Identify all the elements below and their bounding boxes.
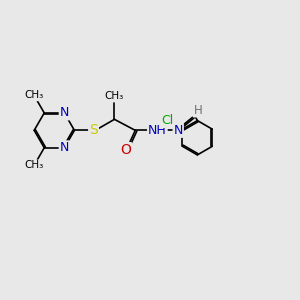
Text: N: N	[60, 141, 69, 154]
Text: CH₃: CH₃	[105, 91, 124, 101]
Text: O: O	[120, 143, 131, 157]
Text: NH: NH	[148, 124, 167, 137]
Text: S: S	[89, 123, 98, 137]
Text: CH₃: CH₃	[24, 160, 44, 170]
Text: Cl: Cl	[161, 114, 174, 127]
Text: N: N	[173, 124, 183, 137]
Text: H: H	[194, 103, 202, 116]
Text: CH₃: CH₃	[24, 90, 44, 100]
Text: N: N	[60, 106, 69, 119]
